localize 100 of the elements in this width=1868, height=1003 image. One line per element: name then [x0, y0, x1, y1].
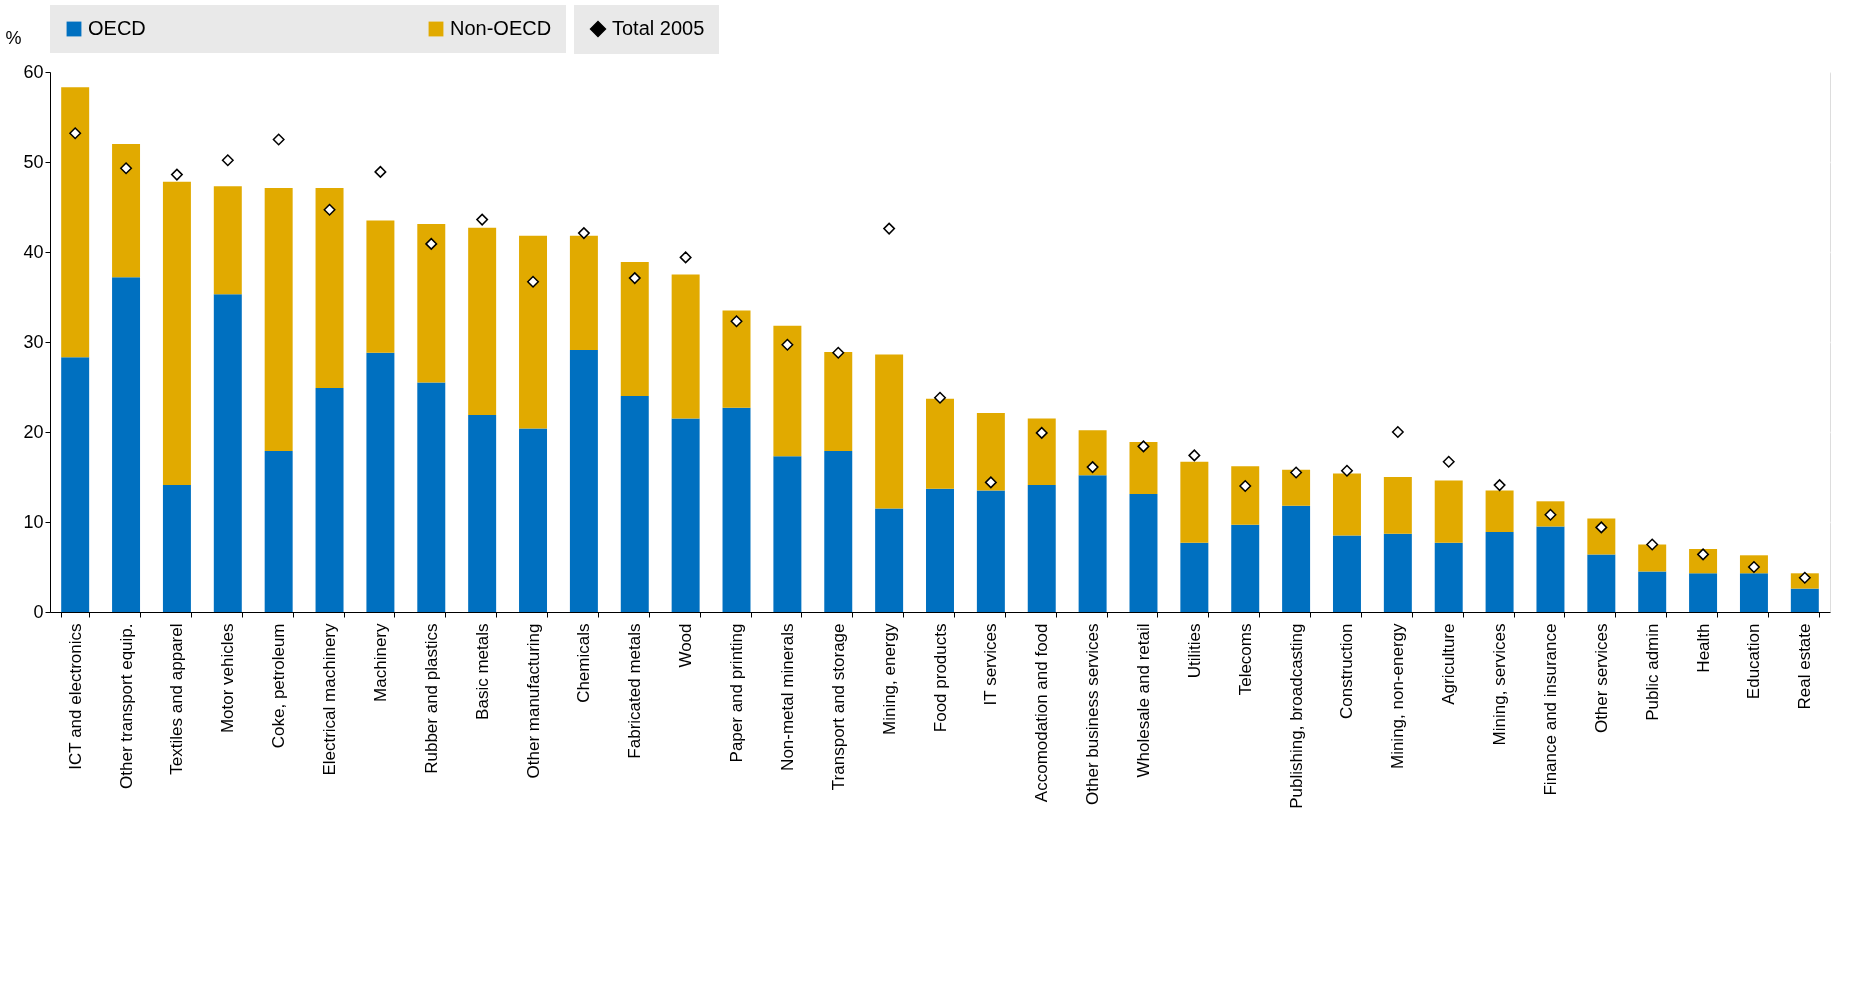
bar	[926, 488, 954, 612]
bar	[1587, 518, 1616, 555]
y-axis-title: %	[5, 27, 22, 48]
x-tick-label: Mining, non-energy	[1388, 623, 1408, 770]
x-tick-label: Construction	[1337, 623, 1357, 719]
point	[69, 127, 82, 140]
bar	[1231, 466, 1260, 525]
y-tick-label: 40	[23, 241, 44, 262]
point	[730, 315, 743, 328]
bar	[569, 350, 598, 612]
x-tick-label: Agriculture	[1439, 623, 1459, 705]
x-tick-label: Transport and storage	[828, 623, 848, 791]
point	[934, 391, 946, 404]
x-tick-label: Food products	[930, 623, 950, 733]
bar	[1587, 554, 1616, 612]
x-tick-label: Publishing, broadcasting	[1286, 623, 1306, 809]
bar	[1231, 524, 1260, 612]
bar	[417, 382, 446, 612]
bar	[1536, 526, 1565, 612]
x-tick-label: IT services	[981, 623, 1001, 706]
bar	[519, 235, 548, 429]
bar	[315, 188, 344, 388]
bar	[417, 224, 446, 383]
x-tick-label: Coke, petroleum	[269, 623, 289, 749]
bar	[162, 485, 191, 612]
bar	[1739, 573, 1768, 612]
y-tick-label: 0	[33, 601, 44, 622]
bar	[1332, 473, 1361, 536]
x-tick-label: Wood	[676, 623, 696, 668]
x-tick-label: Chemicals	[574, 623, 594, 703]
bar	[366, 220, 395, 353]
x-tick-label: Health	[1693, 623, 1713, 673]
x-tick-label: Wholesale and retail	[1133, 623, 1153, 778]
legend-label: Total 2005	[612, 17, 705, 39]
legend-label: Non-OECD	[450, 17, 552, 39]
point	[1137, 440, 1150, 453]
point	[781, 338, 794, 351]
bar	[671, 274, 700, 419]
point	[1086, 461, 1099, 474]
bar	[315, 387, 344, 612]
x-tick-label: Machinery	[370, 623, 390, 702]
bar	[162, 181, 191, 486]
bar	[1078, 430, 1107, 476]
bar	[976, 413, 1005, 491]
point	[476, 213, 489, 226]
x-tick-label: Other services	[1591, 623, 1611, 734]
bar	[976, 490, 1005, 612]
bar	[620, 396, 649, 612]
point	[1646, 538, 1659, 551]
bar	[1383, 477, 1412, 534]
x-tick-label: Mining, services	[1490, 623, 1510, 746]
x-tick-label: ICT and electronics	[65, 623, 85, 770]
bar	[1180, 542, 1209, 612]
bar	[1485, 490, 1514, 532]
bar	[1180, 461, 1209, 543]
bar	[1434, 542, 1463, 612]
bar	[1689, 573, 1718, 612]
bar	[722, 310, 751, 408]
bar	[926, 398, 954, 489]
point	[577, 227, 590, 240]
bar	[773, 456, 802, 612]
bar	[824, 450, 853, 612]
bar	[722, 407, 751, 612]
point	[1035, 426, 1048, 439]
y-tick-label: 50	[23, 151, 44, 172]
bar	[264, 450, 293, 612]
point	[984, 476, 997, 489]
point	[374, 165, 387, 178]
point	[221, 154, 234, 167]
bar	[1027, 418, 1056, 486]
point	[1188, 449, 1201, 462]
bar	[773, 325, 802, 457]
bar	[875, 508, 904, 612]
x-tick-label: Non-metal minerals	[777, 623, 797, 771]
bar	[1129, 494, 1158, 612]
x-tick-label: Textiles and apparel	[167, 623, 187, 775]
x-tick-label: Other business services	[1083, 623, 1103, 805]
bar	[519, 428, 548, 612]
y-tick-label: 10	[23, 511, 44, 532]
bar	[468, 414, 497, 612]
bar	[112, 277, 141, 612]
bar	[1638, 571, 1667, 612]
x-tick-label: Other manufacturing	[523, 623, 543, 779]
x-tick-label: Accomodation and food	[1032, 623, 1052, 803]
bar	[366, 352, 395, 612]
x-tick-label: Public admin	[1642, 623, 1662, 721]
bar	[1383, 533, 1412, 612]
y-tick-label: 30	[23, 331, 44, 352]
point	[1340, 464, 1353, 477]
bar	[264, 188, 293, 451]
point	[832, 346, 845, 359]
bar	[1638, 544, 1667, 572]
bar	[875, 354, 904, 509]
x-tick-label: Paper and printing	[727, 623, 747, 763]
bar	[1434, 480, 1463, 543]
point	[679, 251, 692, 264]
bar	[61, 357, 90, 612]
x-tick-label: Fabricated metals	[625, 623, 645, 759]
point	[170, 168, 183, 181]
point	[272, 133, 285, 146]
